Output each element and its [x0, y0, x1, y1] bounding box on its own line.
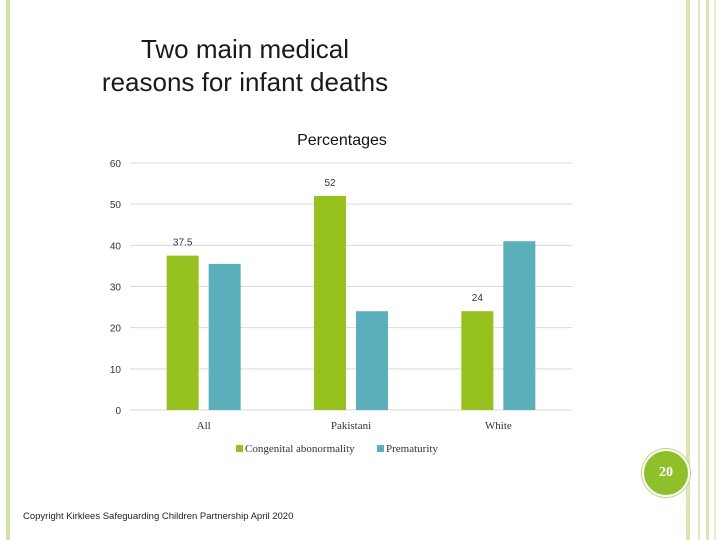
data-label: 52 — [324, 178, 336, 189]
rule-line — [706, 0, 709, 540]
legend-label: Congenital abonormality — [245, 443, 355, 455]
bar — [356, 311, 388, 410]
y-tick-label: 50 — [110, 200, 122, 211]
bar — [208, 263, 241, 410]
y-tick-label: 40 — [110, 241, 122, 252]
x-category-label: Pakistani — [331, 420, 371, 432]
bar — [166, 255, 199, 410]
bar — [314, 195, 346, 410]
chart-title: Percentages — [297, 132, 387, 149]
copyright-text: Copyright Kirklees Safeguarding Children… — [23, 511, 294, 522]
rule-line — [714, 0, 716, 540]
y-tick-label: 60 — [110, 159, 122, 170]
legend-swatch — [377, 445, 384, 452]
x-category-label: White — [485, 420, 512, 432]
bar — [461, 311, 494, 410]
bar — [503, 241, 536, 410]
data-label: 24 — [472, 293, 484, 304]
data-label: 37.5 — [173, 238, 193, 249]
y-tick-label: 10 — [110, 365, 122, 376]
legend-label: Prematurity — [386, 443, 438, 455]
y-tick-label: 30 — [110, 283, 122, 294]
rule-line — [698, 0, 700, 540]
y-tick-label: 20 — [110, 324, 122, 335]
left-decorative-rule — [6, 0, 10, 540]
x-category-label: All — [197, 420, 211, 432]
slide-title: Two main medical reasons for infant deat… — [101, 34, 389, 97]
page-number-badge: 20 — [642, 449, 690, 497]
y-tick-label: 0 — [115, 406, 121, 417]
rule-line — [686, 0, 690, 540]
right-decorative-rules — [686, 0, 720, 540]
legend-swatch — [236, 445, 243, 452]
